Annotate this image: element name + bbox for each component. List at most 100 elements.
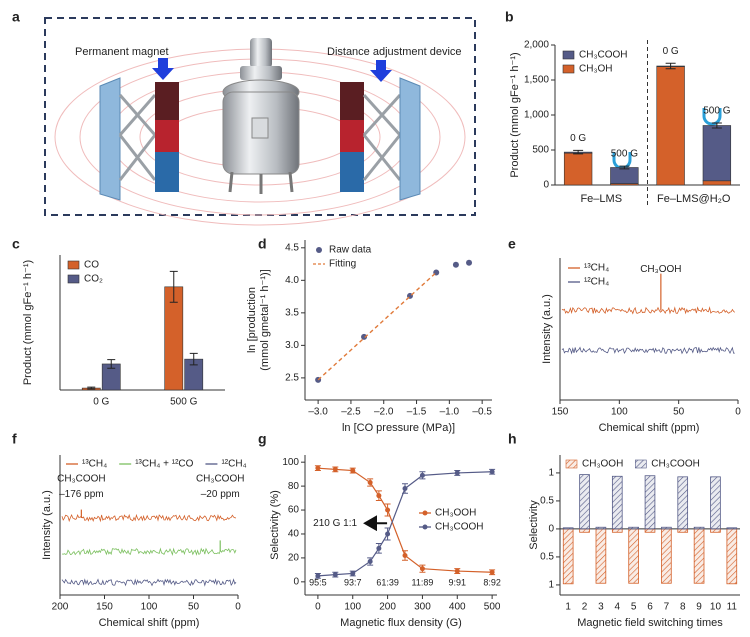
annotation: CH₃OOH: [640, 264, 681, 275]
x-tick-label: 100: [344, 602, 361, 613]
marker: [332, 466, 338, 472]
annotation: 210 G 1:1: [313, 518, 357, 529]
error-bar: [619, 165, 630, 170]
y-axis-label: Product (mmol gFe⁻¹ h⁻¹): [22, 260, 34, 385]
bar: [661, 526, 672, 530]
arrow: [370, 60, 392, 82]
legend-swatch: [634, 459, 647, 469]
ratio-label: 95:5: [309, 577, 327, 587]
x-tick-label: 100: [141, 602, 158, 613]
spectrum-trace: [61, 578, 237, 587]
x-tick-label: 4: [614, 602, 620, 613]
panel-label: h: [508, 431, 517, 447]
bar-label: 500 G: [703, 106, 730, 117]
marker: [315, 465, 321, 471]
x-tick-label: –1.0: [440, 407, 460, 418]
group-label: Fe–LMS@H₂O: [657, 193, 731, 205]
series-line: [317, 471, 493, 577]
error-bar: [711, 122, 722, 129]
panel-label: d: [258, 236, 267, 252]
y-tick-label: 0: [543, 180, 549, 191]
x-tick-label: 11: [727, 602, 738, 613]
bar: [710, 528, 721, 533]
y-tick-label: 40: [288, 529, 300, 540]
plate: [399, 77, 421, 201]
ratio-label: 93:7: [344, 577, 362, 587]
fit-line: [317, 272, 437, 381]
marker: [332, 572, 338, 578]
marker: [489, 469, 495, 475]
magnet: [155, 120, 179, 152]
point: [452, 261, 459, 268]
x-tick-label: –2.5: [341, 407, 361, 418]
y-tick-label: 0: [293, 576, 299, 587]
marker: [367, 558, 373, 564]
x-tick-label: 9: [696, 602, 702, 613]
x-tick-label: 300: [414, 602, 431, 613]
y-tick-label: 500: [532, 145, 549, 156]
legend-label: CH₃COOH: [579, 50, 628, 61]
x-tick-label: 3: [598, 602, 604, 613]
bar: [595, 528, 607, 584]
legend-label: ¹³CH₄ + ¹²CO: [135, 459, 193, 470]
x-axis-label: ln [CO pressure (MPa)]: [342, 422, 455, 434]
bar: [595, 526, 607, 530]
annotation: CH₃COOH: [57, 473, 106, 484]
legend-label: CH₃COOH: [435, 522, 484, 533]
bar: [677, 528, 689, 533]
x-tick-label: 50: [188, 602, 200, 613]
diagram: a Permanent magnet D: [12, 9, 476, 226]
bar: [726, 528, 738, 585]
point: [466, 259, 473, 266]
bar: [611, 475, 623, 530]
y-tick-label: 4.5: [285, 242, 299, 253]
bar: [628, 528, 639, 584]
x-tick-label: –1.5: [407, 407, 427, 418]
marker: [419, 472, 425, 478]
spectrum-trace: [61, 513, 237, 523]
legend-label: ¹³CH₄: [584, 263, 609, 274]
x-tick-label: 400: [449, 602, 466, 613]
y-axis-label: ln [production: [246, 287, 258, 353]
marker: [454, 568, 460, 574]
legend-swatch: [562, 50, 575, 60]
magnet: [340, 120, 364, 152]
annotation: CH₃COOH: [196, 473, 245, 484]
bar-label: 0 G: [663, 46, 679, 57]
panel-label: f: [12, 431, 17, 447]
bar: [644, 528, 656, 533]
legend-label: CH₃OOH: [582, 459, 623, 470]
y-tick-label: 1: [548, 468, 554, 479]
bar: [661, 528, 672, 584]
y-tick-label: 0.5: [540, 496, 554, 507]
x-axis-label: Magnetic field switching times: [577, 617, 723, 629]
panel-label: e: [508, 236, 516, 252]
x-tick-label: 10: [710, 602, 722, 613]
panel-label: c: [12, 236, 20, 252]
y-axis-label: (mmol gmetal⁻¹ h⁻¹)]: [259, 269, 271, 370]
legend-label: ¹²CH₄: [221, 459, 246, 470]
spectrum-trace: [561, 306, 736, 315]
error-bar: [189, 352, 198, 366]
x-tick-label: 100: [611, 407, 628, 418]
legend-label: ¹²CH₄: [584, 277, 609, 288]
legend-swatch: [422, 524, 428, 530]
diagram-text: Permanent magnet: [75, 46, 169, 58]
legend-label: CH₃OH: [579, 64, 613, 75]
magnet: [155, 82, 179, 120]
annotation: –20 ppm: [201, 489, 240, 500]
ratio-label: 11:89: [412, 577, 434, 587]
legend-swatch: [67, 260, 80, 270]
y-tick-label: 1,500: [524, 75, 549, 86]
marker: [350, 468, 356, 474]
panel-label: a: [12, 9, 20, 25]
x-axis-label: Magnetic flux density (G): [340, 617, 462, 629]
bar-label: 500 G: [611, 149, 638, 160]
legend-swatch: [316, 247, 322, 253]
diagram-text: Distance adjustment device: [327, 46, 462, 58]
x-tick-label: 5: [631, 602, 637, 613]
x-tick-label: 2: [582, 602, 588, 613]
error-bar: [665, 62, 676, 70]
legend-label: CH₃COOH: [651, 459, 700, 470]
